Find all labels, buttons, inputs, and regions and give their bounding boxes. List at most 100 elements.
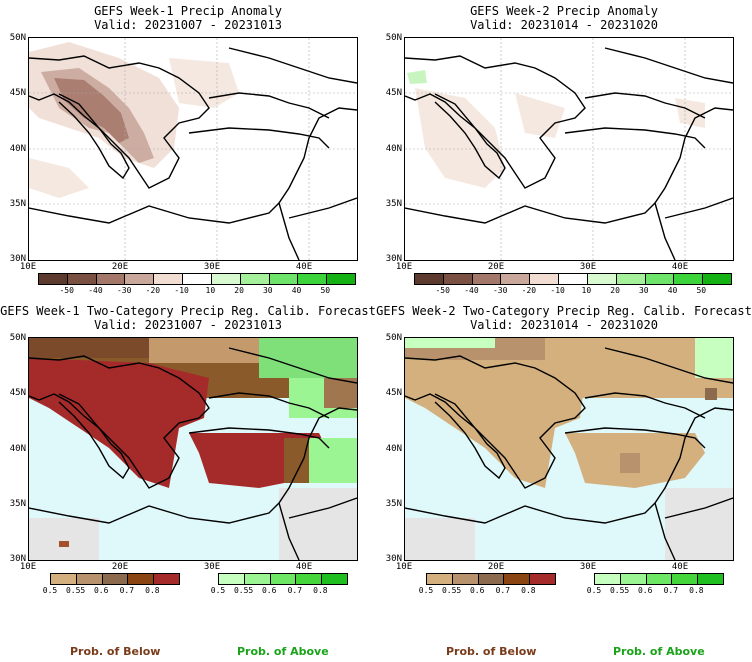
colorbar-swatch [298,274,328,284]
lat-label: 40N [385,144,402,154]
lon-label: 10E [395,262,413,272]
panel-valid: Valid: 20231007 - 20231013 [94,18,282,32]
above-colorbar [594,573,724,585]
lon-label: 10E [395,562,413,572]
colorbar-tick-label: 0.6 [637,586,653,595]
anomaly-colorbar [414,273,732,285]
colorbar-swatch [128,574,155,584]
colorbar-swatch [154,574,179,584]
colorbar-tick-label: 0.7 [287,586,303,595]
colorbar-tick-label: -50 [59,286,74,295]
colorbar-tick-label: 0.5 [210,586,226,595]
lon-label: 10E [19,262,37,272]
probability-map-week2 [404,337,734,561]
colorbar-tick-label: 30 [262,286,273,295]
colorbar-swatch [559,274,588,284]
colorbar-tick-label: 0.55 [233,586,254,595]
colorbar-tick-label: 0.7 [663,586,679,595]
colorbar-tick-label: 30 [638,286,649,295]
panel-title: GEFS Week-1 Two-Category Precip Reg. Cal… [0,304,376,318]
colorbar-tick-label: -20 [521,286,537,295]
colorbar-swatch [587,274,617,284]
colorbar-tick-label: -50 [435,286,450,295]
colorbar-swatch [67,274,97,284]
lon-label: 40E [671,562,689,572]
anomaly-map-week2 [404,37,734,261]
lon-label: 30E [203,262,221,272]
colorbar-swatch [39,274,68,284]
panel-week1-anomaly: GEFS Week-1 Precip Anomaly Valid: 202310… [0,0,376,300]
colorbar-tick-label: -30 [116,286,132,295]
colorbar-swatch [296,574,323,584]
colorbar-tick-label: 0.55 [65,586,86,595]
lat-label: 50N [385,33,402,43]
panel-valid: Valid: 20231014 - 20231020 [470,318,658,332]
colorbar-tick-label: -40 [464,286,479,295]
colorbar-tick-label: 50 [696,286,707,295]
colorbar-swatch [327,274,355,284]
colorbar-tick-label: 10 [581,286,592,295]
colorbar-swatch [240,274,270,284]
lon-label: 20E [487,562,505,572]
lon-label: 20E [111,262,129,272]
colorbar-swatch [102,574,129,584]
colorbar-swatch [645,274,675,284]
colorbar-tick-label: 40 [291,286,302,295]
colorbar-swatch [646,574,673,584]
colorbar-swatch [322,574,347,584]
prob-above-label: Prob. of Above [613,645,705,658]
lat-label: 45N [9,88,26,98]
colorbar-tick-label: 0.5 [418,586,434,595]
colorbar-swatch [427,574,453,584]
colorbar-tick-label: 20 [234,286,244,295]
lat-label: 45N [385,88,402,98]
colorbar-swatch [219,574,245,584]
colorbar-swatch [452,574,479,584]
colorbar-swatch [154,274,184,284]
colorbar-swatch [76,574,103,584]
lat-label: 35N [385,199,402,209]
colorbar-tick-label: 0.8 [689,586,704,595]
colorbar-swatch [703,274,731,284]
colorbar-tick-label: 0.5 [42,586,58,595]
colorbar-swatch [698,574,723,584]
prob-below-label: Prob. of Below [446,645,537,658]
colorbar-tick-label: -10 [174,286,189,295]
lon-label: 20E [111,562,129,572]
colorbar-tick-label: 0.7 [495,586,511,595]
colorbar-swatch [472,274,502,284]
colorbar-swatch [616,274,646,284]
panel-valid: Valid: 20231014 - 20231020 [470,18,658,32]
colorbar-swatch [501,274,531,284]
lon-label: 10E [19,562,37,572]
colorbar-swatch [183,274,212,284]
lat-label: 30N [9,554,26,564]
colorbar-tick-label: -20 [145,286,161,295]
colorbar-swatch [244,574,271,584]
colorbar-tick-label: 0.55 [441,586,462,595]
lon-label: 40E [671,262,689,272]
colorbar-tick-label: -30 [492,286,508,295]
lon-label: 20E [487,262,505,272]
panel-valid: Valid: 20231007 - 20231013 [94,318,282,332]
lat-label: 40N [9,144,26,154]
colorbar-swatch [125,274,155,284]
colorbar-swatch [530,574,555,584]
colorbar-tick-label: 40 [667,286,678,295]
lat-label: 50N [385,333,402,343]
colorbar-swatch [595,574,621,584]
colorbar-swatch [269,274,299,284]
below-colorbar [426,573,556,585]
colorbar-tick-label: 0.7 [119,586,135,595]
panel-title: GEFS Week-2 Precip Anomaly [470,4,658,18]
colorbar-tick-label: 0.6 [261,586,277,595]
colorbar-tick-label: 10 [205,286,216,295]
colorbar-tick-label: -10 [550,286,565,295]
lon-label: 30E [579,262,597,272]
colorbar-tick-label: 0.5 [586,586,602,595]
colorbar-tick-label: 0.8 [521,586,536,595]
colorbar-swatch [672,574,699,584]
lon-label: 40E [295,262,313,272]
colorbar-swatch [478,574,505,584]
panel-week2-anomaly: GEFS Week-2 Precip Anomaly Valid: 202310… [376,0,752,300]
